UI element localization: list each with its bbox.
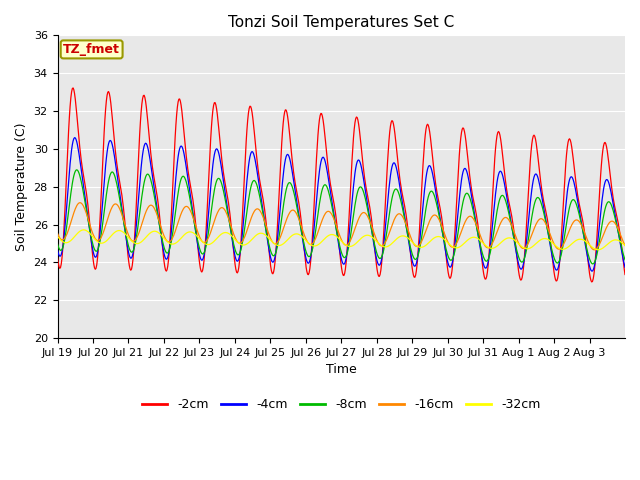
Text: TZ_fmet: TZ_fmet (63, 43, 120, 56)
Title: Tonzi Soil Temperatures Set C: Tonzi Soil Temperatures Set C (228, 15, 454, 30)
Y-axis label: Soil Temperature (C): Soil Temperature (C) (15, 122, 28, 251)
Legend: -2cm, -4cm, -8cm, -16cm, -32cm: -2cm, -4cm, -8cm, -16cm, -32cm (137, 393, 545, 416)
X-axis label: Time: Time (326, 363, 356, 376)
